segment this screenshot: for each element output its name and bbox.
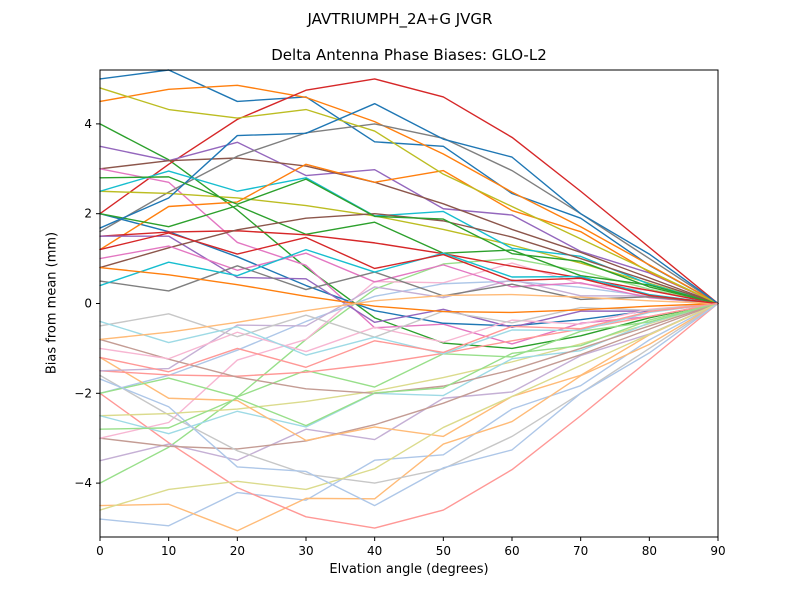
axes-title: Delta Antenna Phase Biases: GLO-L2 [271,46,547,64]
chart-line [99,302,719,529]
chart-line [99,302,719,338]
chart-line [99,204,719,305]
figure-suptitle: JAVTRIUMPH_2A+G JVGR [307,10,493,28]
chart-line [99,302,719,511]
chart-line [99,302,719,462]
chart-line [99,302,719,507]
x-tick-label: 50 [436,544,451,558]
y-axis-label: Bias from mean (mm) [44,231,60,375]
x-tick-label: 80 [642,544,657,558]
y-tick-label: 4 [84,117,92,131]
chart-line [99,69,719,305]
chart-line [99,163,719,305]
x-tick-label: 70 [573,544,588,558]
chart-line [99,235,719,328]
x-tick-label: 10 [161,544,176,558]
chart-line [99,230,719,305]
chart-line [99,302,719,430]
y-tick-label: 0 [84,297,92,311]
chart-line [99,302,719,356]
y-tick-label: −2 [74,386,92,400]
chart-line [99,176,719,305]
chart-line [99,302,719,377]
x-tick-label: 60 [504,544,519,558]
chart-line [99,302,719,484]
chart-line [99,302,719,527]
chart-line [99,302,719,532]
x-tick-label: 20 [230,544,245,558]
x-axis-label: Elvation angle (degrees) [329,562,489,577]
y-tick-label: 2 [84,207,92,221]
chart-line [99,190,719,305]
chart-line [99,141,719,305]
axes-spines [99,69,719,538]
chart-line [99,302,719,360]
chart-line [99,245,719,305]
chart-line [99,123,719,305]
y-tick-label: −4 [74,476,92,490]
chart-line [99,78,719,305]
chart-line [99,84,719,305]
chart-line [99,293,719,341]
chart-line [99,279,719,372]
chart-line [99,232,719,305]
chart-line [99,265,719,305]
chart-line [99,302,719,450]
x-tick-label: 90 [710,544,725,558]
x-tick-label: 0 [96,544,104,558]
chart-line [99,87,719,305]
chart-line [99,280,719,395]
chart-line [99,248,719,305]
chart-line [99,102,719,305]
x-tick-label: 30 [298,544,313,558]
chart-line [99,302,719,373]
chart-line [99,157,719,305]
chart-line [99,302,719,417]
chart-line [99,302,719,398]
chart-line [99,302,719,442]
chart-line [99,266,719,314]
x-tick-label: 40 [367,544,382,558]
